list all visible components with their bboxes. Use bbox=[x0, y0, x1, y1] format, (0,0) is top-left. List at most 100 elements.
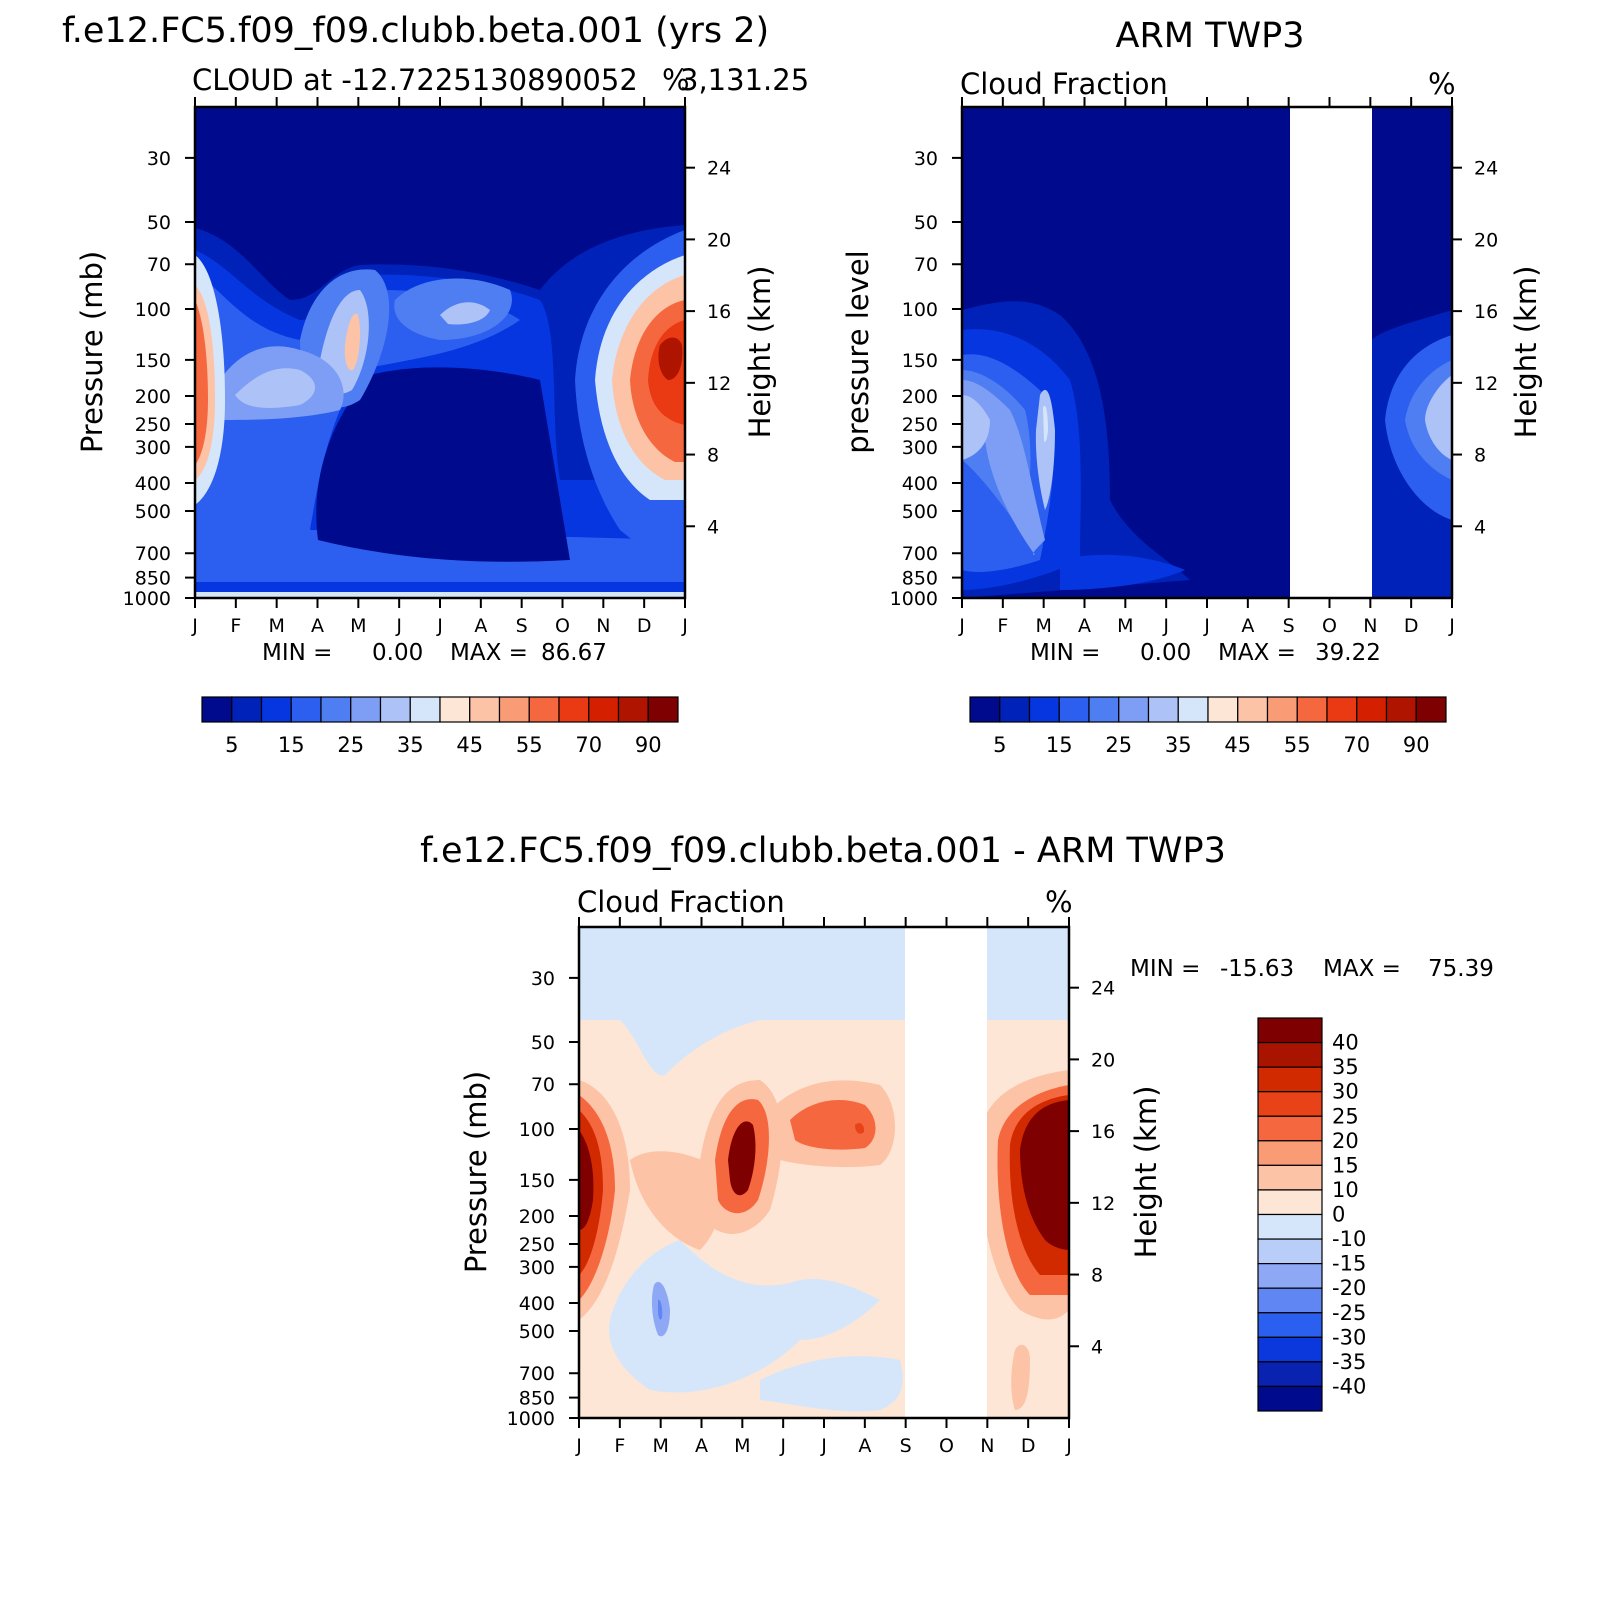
obs-ylabel-right: Height (km) bbox=[1509, 266, 1543, 439]
diff-units: % bbox=[1045, 885, 1073, 919]
diff-colorbar-label: -20 bbox=[1332, 1276, 1366, 1300]
diff-colorbar-label: 20 bbox=[1332, 1129, 1359, 1153]
model-xtick-label: J bbox=[191, 615, 198, 637]
model-ytick-left-label: 150 bbox=[135, 350, 171, 372]
model-ylabel-right: Height (km) bbox=[743, 266, 777, 439]
obs-ytick-right-label: 16 bbox=[1474, 301, 1498, 323]
diff-xtick-label: J bbox=[779, 1435, 786, 1457]
obs-fill-lowlevel bbox=[1060, 554, 1185, 590]
model-ytick-left-label: 200 bbox=[135, 386, 171, 408]
diff-fill-neg-blue-core bbox=[658, 1299, 663, 1320]
model-subtitle-coords: 3,131.25 bbox=[680, 63, 809, 97]
obs-ytick-left-label: 150 bbox=[902, 350, 938, 372]
model-units: % bbox=[662, 63, 690, 97]
obs-xtick-label: J bbox=[1203, 615, 1210, 637]
model-fill-surface-band bbox=[195, 582, 685, 592]
obs-min-label: MIN = bbox=[1030, 640, 1100, 666]
model-min-value: 0.00 bbox=[372, 640, 423, 666]
diff-fill-dec-4 bbox=[1020, 1100, 1069, 1250]
obs-ytick-right-label: 8 bbox=[1474, 445, 1486, 467]
model-colorbar-box bbox=[528, 696, 560, 723]
diff-xtick-label: D bbox=[1021, 1435, 1036, 1457]
obs-colorbar-label: 45 bbox=[1224, 733, 1251, 757]
obs-colorbar-box bbox=[1385, 696, 1417, 723]
diff-xtick-label: N bbox=[980, 1435, 994, 1457]
diff-colorbar-box bbox=[1257, 1287, 1323, 1314]
obs-xtick-label: A bbox=[1241, 615, 1254, 637]
diff-colorbar-box bbox=[1257, 1312, 1323, 1338]
obs-fill-march-peak bbox=[1043, 405, 1048, 442]
diff-colorbar-box bbox=[1257, 1336, 1323, 1363]
obs-colorbar-label: 35 bbox=[1165, 733, 1192, 757]
diff-ytick-left-label: 70 bbox=[531, 1074, 555, 1096]
diff-colorbar-label: 0 bbox=[1332, 1203, 1345, 1227]
diff-ytick-left-label: 400 bbox=[519, 1293, 555, 1315]
obs-ytick-left-label: 1000 bbox=[890, 588, 938, 610]
diff-fill-dec-low bbox=[1011, 1344, 1030, 1410]
diff-colorbar-box bbox=[1257, 1115, 1323, 1142]
model-xtick-label: D bbox=[637, 615, 652, 637]
diff-colorbar-box bbox=[1257, 1263, 1323, 1289]
diff-colorbar-box bbox=[1257, 1164, 1323, 1191]
diff-min-value: -15.63 bbox=[1220, 956, 1294, 982]
diff-ytick-right-label: 8 bbox=[1091, 1265, 1103, 1287]
obs-colorbar-box bbox=[1147, 696, 1179, 723]
model-colorbar-label: 70 bbox=[575, 733, 602, 757]
model-colorbar: 5 15 25 35 45 55 70 90 bbox=[201, 696, 679, 757]
obs-fill-march-core bbox=[1035, 389, 1055, 510]
diff-ytick-right-label: 4 bbox=[1091, 1336, 1103, 1358]
obs-xtick-label: S bbox=[1283, 615, 1295, 637]
model-max-value: 86.67 bbox=[541, 640, 607, 666]
obs-xtick-label: N bbox=[1363, 615, 1377, 637]
obs-colorbar-label: 70 bbox=[1343, 733, 1370, 757]
panel-obs: ARM TWP3 Cloud Fraction % J F M A M J J A S O N D J 3… bbox=[841, 16, 1543, 757]
obs-xtick-label: J bbox=[1162, 615, 1169, 637]
model-colorbar-label: 5 bbox=[225, 733, 238, 757]
diff-fill-julaug-3 bbox=[855, 1122, 865, 1134]
obs-colorbar-box bbox=[1296, 696, 1328, 723]
diff-ytick-left-label: 1000 bbox=[507, 1408, 555, 1430]
diff-colorbar-box bbox=[1257, 1361, 1323, 1388]
diff-xtick-label: J bbox=[820, 1435, 827, 1457]
model-xtick-label: M bbox=[350, 615, 366, 637]
obs-max-value: 39.22 bbox=[1315, 640, 1381, 666]
model-fill-dec-6 bbox=[658, 337, 683, 380]
diff-ytick-left-label: 50 bbox=[531, 1032, 555, 1054]
obs-colorbar-label: 90 bbox=[1403, 733, 1430, 757]
model-colorbar-box bbox=[260, 696, 292, 723]
model-xtick-label: F bbox=[230, 615, 241, 637]
diff-max-label: MAX = bbox=[1323, 956, 1401, 982]
model-contour-field bbox=[195, 107, 685, 598]
obs-ytick-left-label: 500 bbox=[902, 501, 938, 523]
diff-xtick-label: F bbox=[614, 1435, 625, 1457]
diff-ytick-right-label: 24 bbox=[1091, 978, 1115, 1000]
obs-contour-field bbox=[962, 107, 1452, 598]
obs-colorbar-box bbox=[999, 696, 1031, 723]
model-xtick-label: A bbox=[311, 615, 324, 637]
diff-missing-sep-oct bbox=[905, 927, 987, 1418]
model-colorbar-box bbox=[379, 696, 411, 723]
diff-colorbar-box bbox=[1257, 1140, 1323, 1166]
obs-colorbar-box bbox=[969, 696, 1001, 723]
diff-ytick-left-label: 850 bbox=[519, 1388, 555, 1410]
diff-xtick-label: O bbox=[939, 1435, 954, 1457]
model-colorbar-box bbox=[409, 696, 441, 723]
diff-ytick-left-label: 250 bbox=[519, 1234, 555, 1256]
diff-colorbar-box bbox=[1257, 1041, 1323, 1068]
obs-xtick-label: D bbox=[1404, 615, 1419, 637]
model-colorbar-box bbox=[320, 696, 352, 723]
model-xtick-label: J bbox=[681, 615, 688, 637]
model-ytick-right-label: 12 bbox=[707, 373, 731, 395]
diff-colorbar-label: 30 bbox=[1332, 1080, 1359, 1104]
diff-min-label: MIN = bbox=[1130, 956, 1200, 982]
model-fill-jul-2 bbox=[440, 302, 490, 325]
obs-ytick-right-label: 4 bbox=[1474, 516, 1486, 538]
model-subtitle: CLOUD at -12.7225130890052 bbox=[192, 63, 638, 97]
diff-ytick-left-label: 700 bbox=[519, 1363, 555, 1385]
model-xtick-label: J bbox=[436, 615, 443, 637]
diff-colorbar-label: -10 bbox=[1332, 1227, 1366, 1251]
obs-ytick-left-label: 850 bbox=[902, 568, 938, 590]
obs-xtick-label: M bbox=[1117, 615, 1133, 637]
